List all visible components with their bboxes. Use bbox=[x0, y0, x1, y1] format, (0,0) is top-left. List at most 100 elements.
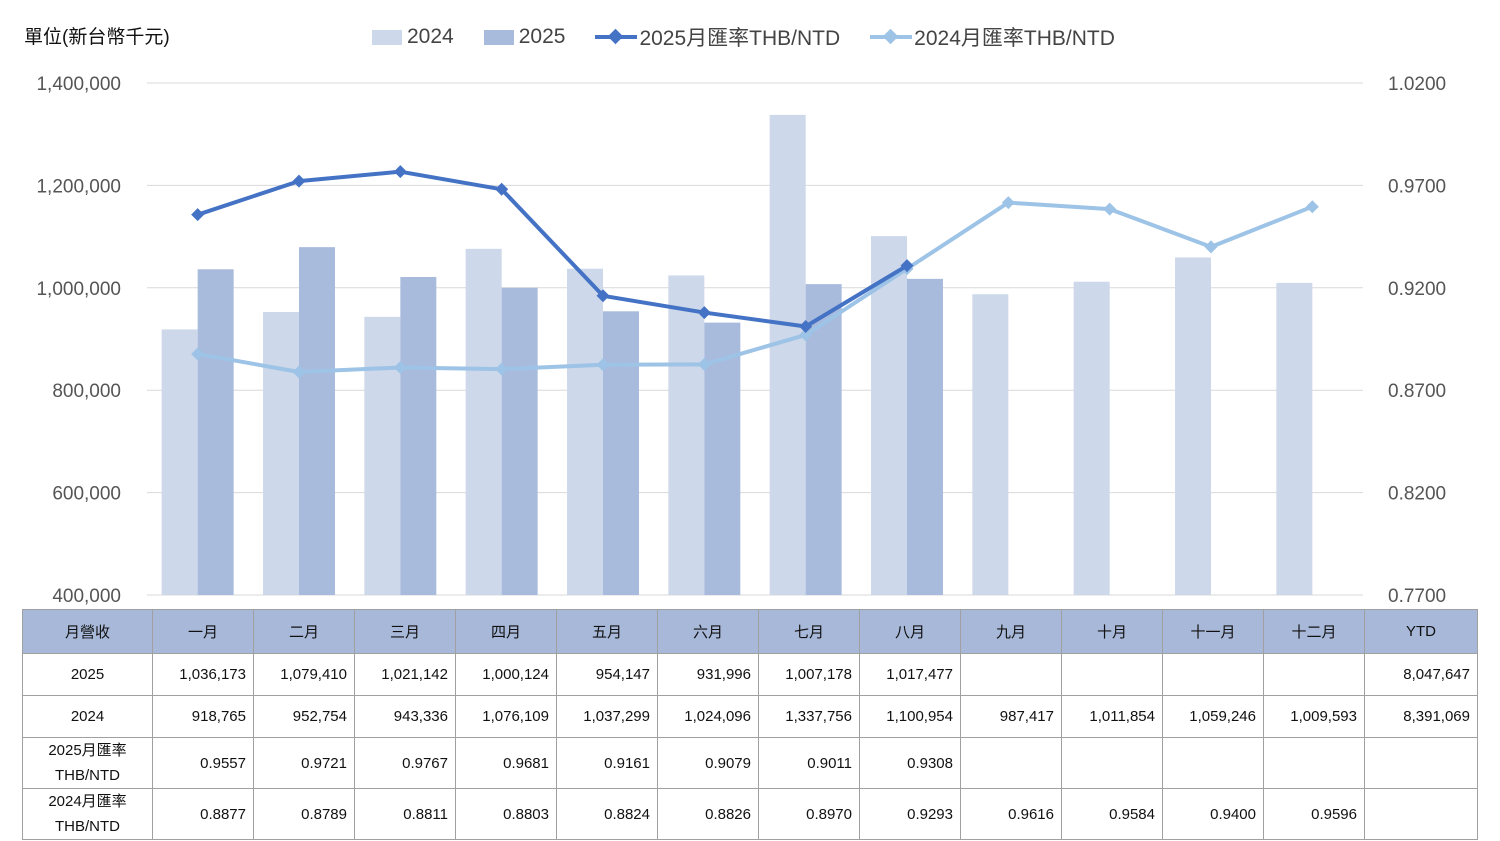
row-label: 2024月匯率 THB/NTD bbox=[22, 788, 153, 840]
y-left-tick-label: 1,000,000 bbox=[36, 279, 121, 300]
table-cell: 0.9721 bbox=[253, 737, 355, 789]
table-cell: 943,336 bbox=[354, 695, 456, 738]
table-header-row: 月營收 一月 二月 三月 四月 五月 六月 七月 八月 九月 十月 十一月 十二… bbox=[22, 609, 1478, 654]
bar-2025 bbox=[501, 287, 538, 595]
legend-item-rate-2025[interactable]: 2025月匯率THB/NTD bbox=[595, 22, 840, 52]
legend-swatch-rate-2025 bbox=[595, 28, 638, 45]
point-rate-2025 bbox=[292, 174, 306, 188]
table-header-month: 五月 bbox=[556, 609, 658, 654]
point-rate-2024 bbox=[697, 357, 711, 371]
row-label: 2025 bbox=[22, 653, 153, 696]
table-cell: 0.8826 bbox=[657, 788, 759, 840]
data-table: 月營收 一月 二月 三月 四月 五月 六月 七月 八月 九月 十月 十一月 十二… bbox=[22, 609, 1478, 840]
unit-label: 單位(新台幣千元) bbox=[24, 27, 170, 48]
bar-2024 bbox=[972, 294, 1009, 595]
legend-label-rate-2025: 2025月匯率THB/NTD bbox=[639, 27, 841, 50]
point-rate-2024 bbox=[596, 358, 610, 372]
bar-2025 bbox=[704, 322, 741, 595]
point-rate-2024 bbox=[1204, 240, 1218, 254]
point-rate-2024 bbox=[495, 362, 509, 376]
table-cell: 918,765 bbox=[152, 695, 254, 738]
table-cell: 0.9161 bbox=[556, 737, 658, 789]
table-header-month: 六月 bbox=[657, 609, 759, 654]
legend-item-rate-2024[interactable]: 2024月匯率THB/NTD bbox=[870, 22, 1115, 52]
bar-2024 bbox=[161, 329, 198, 595]
table-header-month: 七月 bbox=[758, 609, 860, 654]
y-right-tick-label: 1.0200 bbox=[1388, 74, 1446, 95]
table-cell: 987,417 bbox=[960, 695, 1062, 738]
legend-label-rate-2024: 2024月匯率THB/NTD bbox=[914, 27, 1115, 50]
table-cell: 1,024,096 bbox=[657, 695, 759, 738]
table-cell: 0.9596 bbox=[1263, 788, 1365, 840]
line-rate-2024 bbox=[197, 200, 1314, 374]
legend-item-2025[interactable]: 2025 bbox=[483, 25, 566, 49]
point-rate-2025 bbox=[799, 320, 813, 334]
table-header-ytd: YTD bbox=[1364, 609, 1478, 654]
bar-2024 bbox=[1175, 257, 1211, 595]
y-right-tick-label: 0.9200 bbox=[1388, 279, 1446, 300]
point-rate-2025 bbox=[191, 208, 205, 222]
y-right-tick-label: 0.9700 bbox=[1388, 176, 1446, 197]
table-cell: 931,996 bbox=[657, 653, 759, 696]
table-cell bbox=[1061, 653, 1163, 696]
table-row: 2024 918,765 952,754 943,336 1,076,109 1… bbox=[22, 695, 1478, 738]
bar-2025 bbox=[197, 269, 234, 595]
table-cell: 1,036,173 bbox=[152, 653, 254, 696]
bar-2024 bbox=[1276, 282, 1313, 595]
bar-2025 bbox=[805, 284, 842, 595]
bar-2024 bbox=[263, 311, 299, 595]
table-cell-ytd bbox=[1364, 788, 1478, 840]
table-cell: 1,011,854 bbox=[1061, 695, 1163, 738]
table-header-month: 一月 bbox=[152, 609, 254, 654]
chart-legend: 2024 2025 2025月匯率THB/NTD 2024月匯率THB/NTD bbox=[372, 22, 1145, 52]
line-rate-2025 bbox=[197, 169, 909, 329]
table-header-month: 十一月 bbox=[1162, 609, 1264, 654]
y-left-tick-label: 800,000 bbox=[52, 381, 121, 402]
legend-swatch-2025 bbox=[483, 29, 514, 45]
table-cell-ytd bbox=[1364, 737, 1478, 789]
point-rate-2024 bbox=[1001, 196, 1015, 210]
row-label: 2025月匯率 THB/NTD bbox=[22, 737, 153, 789]
bar-2025 bbox=[299, 247, 335, 595]
legend-swatch-rate-2024 bbox=[870, 28, 913, 45]
table-cell: 0.9308 bbox=[859, 737, 961, 789]
table-cell: 0.9767 bbox=[354, 737, 456, 789]
table-cell: 0.8824 bbox=[556, 788, 658, 840]
table-cell: 0.9584 bbox=[1061, 788, 1163, 840]
table-cell bbox=[1061, 737, 1163, 789]
point-rate-2024 bbox=[393, 360, 407, 374]
table-cell bbox=[960, 737, 1062, 789]
table-row: 2025月匯率 THB/NTD 0.9557 0.9721 0.9767 0.9… bbox=[22, 737, 1478, 789]
table-header-month: 四月 bbox=[455, 609, 557, 654]
legend-item-2024[interactable]: 2024 bbox=[372, 25, 454, 49]
point-rate-2024 bbox=[799, 328, 813, 342]
point-rate-2024 bbox=[1103, 202, 1117, 216]
table-cell: 1,079,410 bbox=[253, 653, 355, 696]
table-header-month: 九月 bbox=[960, 609, 1062, 654]
point-rate-2024 bbox=[1305, 200, 1319, 214]
point-rate-2025 bbox=[900, 259, 914, 273]
bar-2024 bbox=[668, 275, 705, 595]
table-cell: 0.9681 bbox=[455, 737, 557, 789]
legend-label-2024: 2024 bbox=[407, 25, 454, 48]
table-cell: 1,076,109 bbox=[455, 695, 557, 738]
point-rate-2025 bbox=[393, 165, 407, 179]
bar-2025 bbox=[400, 276, 437, 595]
legend-label-2025: 2025 bbox=[518, 25, 566, 48]
table-cell bbox=[1162, 653, 1264, 696]
y-left-tick-label: 400,000 bbox=[52, 586, 121, 606]
y-right-tick-label: 0.8200 bbox=[1388, 484, 1446, 505]
bar-2025 bbox=[907, 278, 943, 595]
table-cell: 1,059,246 bbox=[1162, 695, 1264, 738]
table-cell: 0.9079 bbox=[657, 737, 759, 789]
table-cell: 1,337,756 bbox=[758, 695, 860, 738]
table-cell: 0.8789 bbox=[253, 788, 355, 840]
table-cell: 0.9400 bbox=[1162, 788, 1264, 840]
table-cell: 1,100,954 bbox=[859, 695, 961, 738]
point-rate-2025 bbox=[495, 182, 509, 196]
legend-swatch-2024 bbox=[372, 29, 402, 45]
table-cell-ytd: 8,047,647 bbox=[1364, 653, 1478, 696]
table-cell: 1,000,124 bbox=[455, 653, 557, 696]
y-left-tick-label: 1,400,000 bbox=[36, 74, 121, 95]
table-row: 2024月匯率 THB/NTD 0.8877 0.8789 0.8811 0.8… bbox=[22, 788, 1478, 840]
